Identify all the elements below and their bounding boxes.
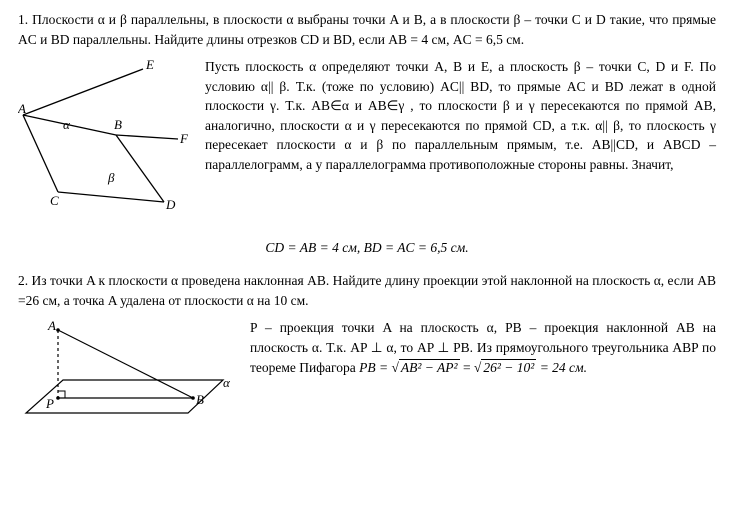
- rad1: AB² − AP²: [399, 359, 460, 375]
- problem-2: 2. Из точки A к плоскости α проведена на…: [18, 271, 716, 434]
- label-E: E: [145, 57, 154, 72]
- problem-2-statement: 2. Из точки A к плоскости α проведена на…: [18, 271, 716, 310]
- formula-rhs: = 24 см.: [540, 360, 587, 375]
- problem-1-body: A E B F C D α β Пусть плоскость α опреде…: [18, 57, 716, 228]
- problem-1-solution: Пусть плоскость α определяют точки A, B …: [205, 57, 716, 228]
- label2-alpha: α: [223, 375, 231, 390]
- problem-1-statement: 1. Плоскости α и β параллельны, в плоско…: [18, 10, 716, 49]
- label-D: D: [165, 197, 176, 212]
- label2-A: A: [47, 318, 56, 333]
- diagram-2-svg: A P B α: [18, 318, 238, 428]
- label2-B: B: [196, 392, 204, 407]
- problem-2-body: A P B α P – проекция точки A на плоскост…: [18, 318, 716, 434]
- formula-lhs: PB =: [359, 360, 388, 375]
- label-C: C: [50, 193, 59, 208]
- rad2: 26² − 10²: [481, 359, 536, 375]
- diagram-1-svg: A E B F C D α β: [18, 57, 193, 222]
- label-A: A: [18, 101, 26, 116]
- problem-1-formula: CD = AB = 4 см, BD = AC = 6,5 см.: [18, 238, 716, 258]
- label-F: F: [179, 131, 189, 146]
- figure-1: A E B F C D α β: [18, 57, 193, 228]
- label2-P: P: [45, 396, 54, 411]
- problem-1: 1. Плоскости α и β параллельны, в плоско…: [18, 10, 716, 257]
- figure-2: A P B α: [18, 318, 238, 434]
- label-beta: β: [107, 170, 115, 185]
- label-alpha: α: [63, 117, 71, 132]
- problem-2-solution: P – проекция точки A на плоскость α, PB …: [250, 318, 716, 434]
- label-B: B: [114, 117, 122, 132]
